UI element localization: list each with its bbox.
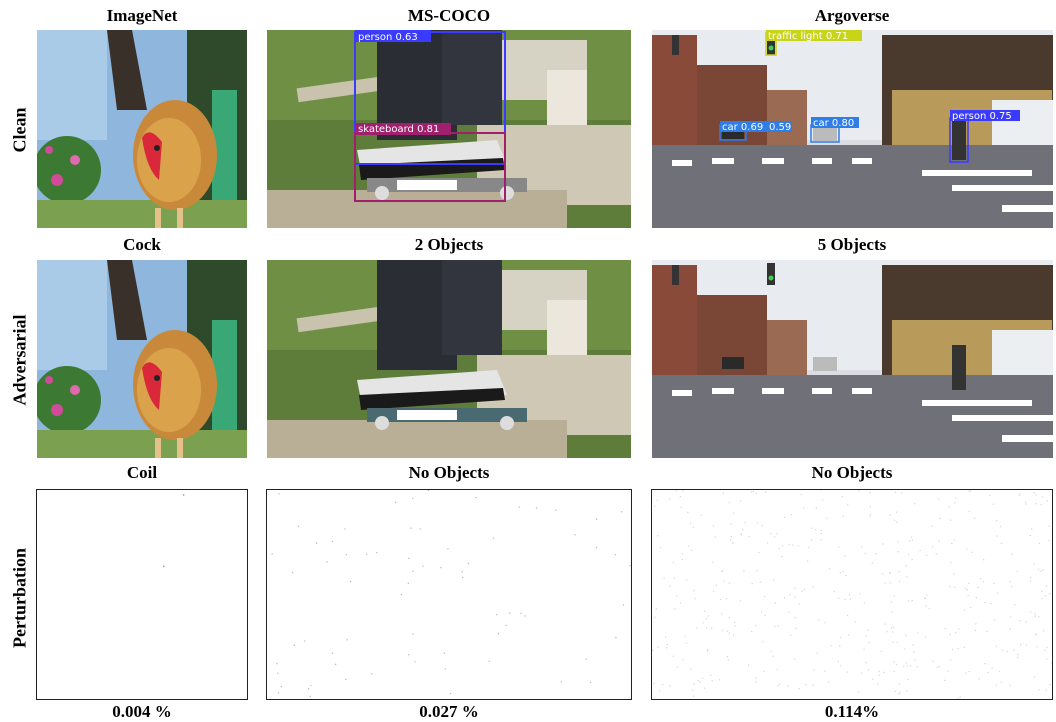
row-label-adversarial: Adversarial xyxy=(9,314,30,406)
perturbation-argoverse-map xyxy=(651,489,1053,700)
column-header-imagenet: ImageNet xyxy=(106,6,178,25)
adversarial-mscoco-result: No Objects xyxy=(408,463,490,482)
column-header-argoverse: Argoverse xyxy=(814,6,890,25)
argo-detection-traffic-light: traffic light 0.71 xyxy=(768,31,848,42)
perturbation-argoverse-ratio: 0.114% xyxy=(824,702,880,721)
clean-argoverse-image: traffic light 0.71 car 0.69 0.59 car 0.8… xyxy=(652,30,1053,228)
row-label-clean: Clean xyxy=(9,107,30,153)
clean-mscoco-image: person 0.63 skateboard 0.81 xyxy=(267,30,631,228)
column-header-mscoco: MS-COCO xyxy=(407,6,491,25)
clean-imagenet-image xyxy=(37,30,247,228)
perturbation-imagenet-ratio: 0.004 % xyxy=(112,702,172,721)
coco-detection-skateboard: skateboard 0.81 xyxy=(358,124,439,135)
adversarial-imagenet-image xyxy=(37,260,247,458)
argo-detection-car-1: car 0.69 xyxy=(722,122,763,133)
perturbation-mscoco-map xyxy=(266,489,632,700)
adversarial-argoverse-result: No Objects xyxy=(811,463,893,482)
adversarial-mscoco-image xyxy=(267,260,631,458)
perturbation-imagenet-map xyxy=(36,489,248,700)
perturbation-mscoco-ratio: 0.027 % xyxy=(419,702,479,721)
argo-detection-car-3: car 0.80 xyxy=(813,118,854,129)
clean-imagenet-result: Cock xyxy=(123,235,161,254)
coco-detection-person: person 0.63 xyxy=(358,32,418,43)
argo-detection-car-2: 0.59 xyxy=(769,122,791,133)
clean-argoverse-result: 5 Objects xyxy=(817,235,887,254)
clean-mscoco-result: 2 Objects xyxy=(414,235,484,254)
adversarial-argoverse-image xyxy=(652,260,1053,458)
adversarial-imagenet-result: Coil xyxy=(126,463,158,482)
argo-detection-person: person 0.75 xyxy=(952,111,1012,122)
row-label-perturbation: Perturbation xyxy=(9,548,30,648)
